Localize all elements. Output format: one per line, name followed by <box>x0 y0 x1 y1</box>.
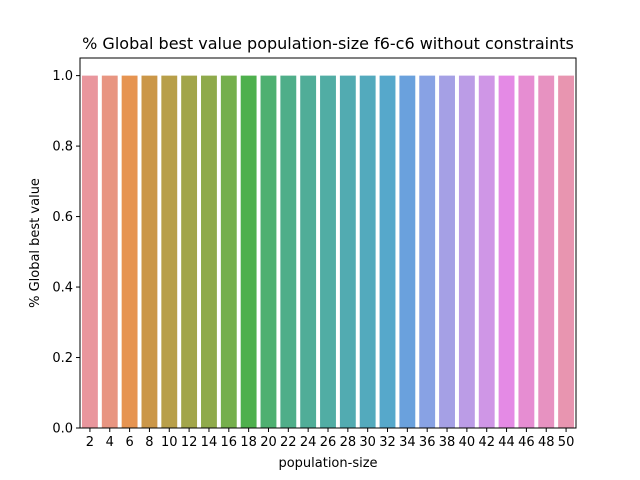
x-tick-label: 34 <box>399 435 416 450</box>
x-tick-label: 28 <box>340 435 357 450</box>
x-tick-label: 2 <box>86 435 94 450</box>
bar-10 <box>161 75 178 429</box>
y-tick-label: 0.0 <box>52 422 73 437</box>
bar-28 <box>339 75 356 429</box>
bar-12 <box>181 75 198 429</box>
bar-48 <box>538 75 555 429</box>
x-tick-label: 32 <box>379 435 396 450</box>
x-tick-label: 38 <box>439 435 456 450</box>
y-axis-ticks: 0.0 0.2 0.4 0.6 0.8 1.0 <box>52 69 80 437</box>
bar-8 <box>141 75 158 429</box>
x-tick-label: 4 <box>106 435 114 450</box>
bar-44 <box>498 75 515 429</box>
x-tick-label: 50 <box>558 435 575 450</box>
x-tick-label: 36 <box>419 435 436 450</box>
x-axis-label: population-size <box>278 456 377 471</box>
bar-46 <box>518 75 535 429</box>
x-tick-label: 44 <box>498 435 515 450</box>
x-tick-label: 30 <box>359 435 376 450</box>
y-tick-label: 1.0 <box>52 69 73 84</box>
x-tick-label: 24 <box>300 435 317 450</box>
x-tick-label: 48 <box>538 435 555 450</box>
y-tick-label: 0.4 <box>52 281 73 296</box>
bar-20 <box>260 75 277 429</box>
x-tick-label: 16 <box>221 435 238 450</box>
bar-50 <box>558 75 575 429</box>
bar-32 <box>379 75 396 429</box>
bar-24 <box>300 75 317 429</box>
x-tick-label: 8 <box>145 435 153 450</box>
bar-36 <box>419 75 436 429</box>
x-tick-label: 26 <box>320 435 337 450</box>
y-tick-label: 0.8 <box>52 140 73 155</box>
x-tick-label: 22 <box>280 435 297 450</box>
bar-2 <box>81 75 98 429</box>
x-tick-label: 14 <box>201 435 218 450</box>
bar-22 <box>280 75 297 429</box>
bar-6 <box>121 75 138 429</box>
plot-frame <box>79 57 577 429</box>
x-tick-label: 6 <box>125 435 133 450</box>
x-tick-label: 20 <box>260 435 277 450</box>
bar-14 <box>201 75 217 429</box>
y-axis-label: % Global best value <box>28 178 43 308</box>
bars-group <box>81 75 575 429</box>
x-tick-label: 46 <box>518 435 535 450</box>
y-tick-label: 0.2 <box>52 351 73 366</box>
x-tick-label: 42 <box>478 435 495 450</box>
bar-18 <box>240 75 257 429</box>
x-tick-label: 10 <box>161 435 178 450</box>
x-axis-ticks: 2 4 6 8 10 12 14 16 18 20 22 24 26 28 30 32 34 36 38 40 42 44… <box>86 428 575 450</box>
bar-4 <box>101 75 118 429</box>
chart-title: % Global best value population-size f6-c… <box>82 34 574 53</box>
bar-42 <box>478 75 495 429</box>
bar-38 <box>439 75 455 429</box>
x-tick-label: 40 <box>459 435 476 450</box>
bar-34 <box>399 75 416 429</box>
bar-16 <box>220 75 237 429</box>
x-tick-label: 18 <box>240 435 257 450</box>
bar-40 <box>458 75 475 429</box>
bar-30 <box>359 75 376 429</box>
x-tick-label: 12 <box>181 435 198 450</box>
bar-26 <box>320 75 336 429</box>
y-tick-label: 0.6 <box>52 210 73 225</box>
